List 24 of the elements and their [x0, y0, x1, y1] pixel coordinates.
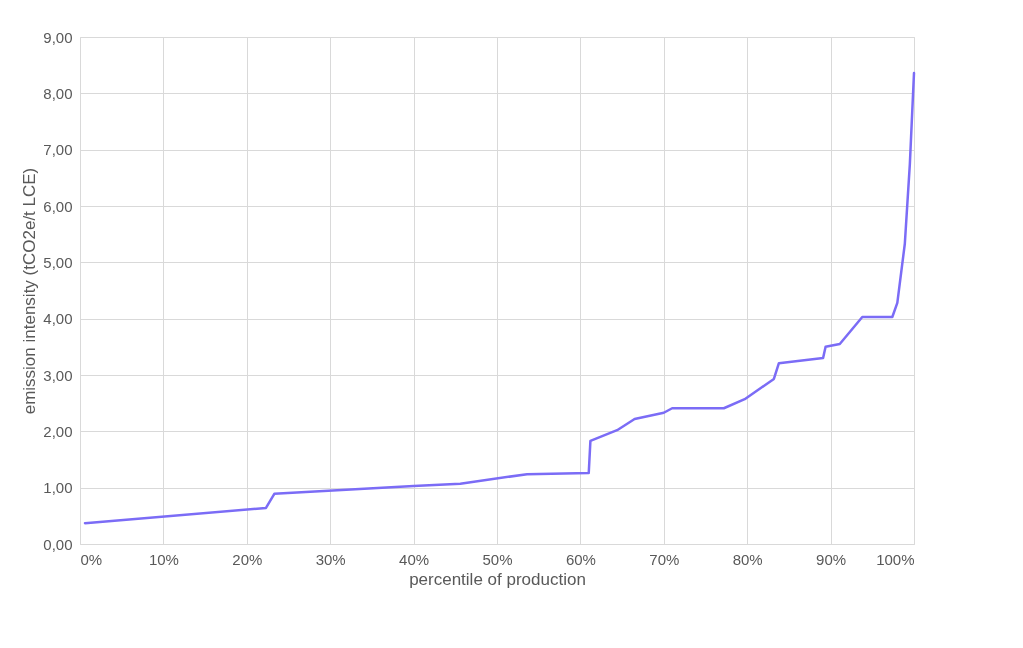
y-axis-title: emission intensity (tCO2e/t LCE): [20, 167, 40, 415]
y-tick-label: 2,00: [43, 422, 73, 440]
y-tick-label: 8,00: [43, 84, 73, 102]
x-tick-label: 60%: [565, 550, 596, 568]
y-tick-label: 1,00: [43, 479, 73, 497]
x-axis-title: percentile of production: [409, 569, 586, 589]
x-tick-label: 70%: [649, 550, 680, 568]
x-tick-label: 80%: [732, 550, 763, 568]
y-tick-label: 6,00: [43, 197, 73, 215]
y-tick-label: 9,00: [43, 28, 73, 46]
x-tick-label: 90%: [816, 550, 847, 568]
x-tick-label: 100%: [876, 550, 915, 568]
x-tick-label: 0%: [80, 550, 103, 568]
y-tick-label: 0,00: [43, 535, 73, 553]
x-tick-label: 30%: [315, 550, 346, 568]
x-tick-label: 10%: [148, 550, 179, 568]
x-tick-label: 20%: [232, 550, 263, 568]
x-tick-label: 50%: [482, 550, 513, 568]
line-series: [83, 71, 916, 525]
y-tick-label: 7,00: [43, 141, 73, 159]
x-tick-label: 40%: [399, 550, 430, 568]
y-tick-label: 4,00: [43, 310, 73, 328]
y-tick-label: 3,00: [43, 366, 73, 384]
y-tick-label: 5,00: [43, 253, 73, 271]
